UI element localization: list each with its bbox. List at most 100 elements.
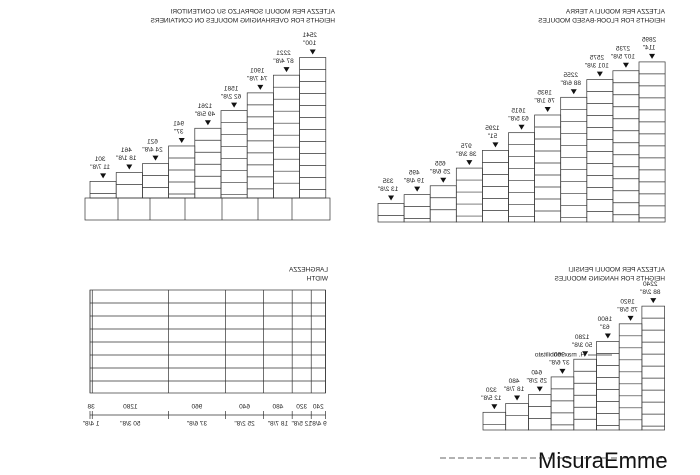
- panel-title: LARGHEZZA: [288, 267, 328, 274]
- inch-label: 25 2/8": [234, 421, 255, 428]
- width-label: 960: [191, 404, 202, 411]
- panel-title: ALTEZZA PER MODULI PENSILI: [568, 267, 665, 274]
- module: [142, 163, 169, 199]
- inch-label: 12 5/8": [291, 421, 312, 428]
- inch-label: 49 5/8": [194, 111, 215, 118]
- module: [299, 57, 327, 199]
- height-label: 2240: [643, 281, 658, 288]
- module: [115, 172, 143, 199]
- inch-label: 50 3/8": [571, 342, 592, 349]
- module: [528, 394, 552, 431]
- module: [641, 305, 665, 431]
- module: [429, 185, 457, 223]
- panel-subtitle: HEIGHTS FOR OVERHANGING MODULES ON CONTA…: [150, 18, 335, 25]
- arrow: [491, 404, 498, 410]
- module: [534, 114, 562, 223]
- module: [612, 70, 640, 223]
- arrow: [596, 71, 603, 77]
- inch-label: 12 5/8": [480, 395, 501, 402]
- height-label: 335: [382, 178, 393, 185]
- arrow: [622, 62, 629, 68]
- arrow: [414, 186, 421, 192]
- inch-label: 101 3/8": [584, 62, 609, 69]
- inch-label: 75 5/8": [617, 307, 638, 314]
- container-row: [84, 197, 331, 221]
- height-label: 320: [486, 387, 497, 394]
- arrow: [126, 164, 133, 170]
- width-label: 38: [87, 404, 95, 411]
- inch-label: 50 3/8": [119, 421, 140, 428]
- module: [455, 167, 483, 223]
- inch-label: 100": [302, 40, 316, 47]
- inch-label: 87 4/8": [273, 58, 294, 65]
- height-label: 1280: [575, 334, 590, 341]
- width-frame: [89, 289, 326, 394]
- inch-label: 38 3/8": [455, 151, 476, 158]
- panel-subtitle: HEIGHTS FOR HANGING MODULES: [554, 276, 665, 283]
- height-label: 1600: [597, 316, 612, 323]
- inch-label: 19 4/8": [403, 177, 424, 184]
- module: [273, 74, 300, 199]
- height-label: 1935: [537, 90, 552, 97]
- height-label: 2221: [276, 50, 291, 57]
- arrow: [388, 195, 395, 201]
- inch-label: 13 2/8": [377, 186, 398, 193]
- inch-label: 1 4/8": [82, 421, 99, 428]
- arrow: [231, 102, 238, 108]
- arrow: [536, 386, 543, 392]
- inch-label: 63": [599, 324, 609, 331]
- height-label: 1581: [223, 85, 238, 92]
- inch-label: 18 7/8": [267, 421, 288, 428]
- arrow: [283, 67, 290, 73]
- height-label: 1615: [511, 107, 526, 114]
- inch-label: 74 7/8": [246, 76, 267, 83]
- arrow: [178, 137, 185, 143]
- height-label: 1261: [197, 103, 212, 110]
- height-label: 2735: [615, 45, 630, 52]
- width-label: 1280: [123, 404, 138, 411]
- height-label: 480: [508, 378, 519, 385]
- inch-label: 11 7/8": [89, 164, 110, 171]
- module: [220, 110, 248, 199]
- panel-subtitle: WIDTH: [306, 276, 328, 283]
- height-label: 2575: [589, 54, 604, 61]
- inch-label: 37 6/8": [186, 421, 207, 428]
- inch-label: 63 5/8": [508, 115, 529, 122]
- inch-label: 107 5/8": [610, 53, 635, 60]
- module: [168, 145, 196, 199]
- width-label: 640: [239, 404, 250, 411]
- module: [89, 181, 117, 199]
- module: [377, 203, 405, 223]
- height-label: 1901: [250, 68, 265, 75]
- panel-title: ALTEZZA PER MODULI A TERRA: [565, 9, 665, 16]
- arrow: [100, 173, 107, 179]
- height-label: 495: [408, 169, 419, 176]
- width-label: 480: [272, 404, 283, 411]
- panel-title: ALTEZZA PER MODULI SOPRALZO SU CONTENITO…: [170, 9, 335, 16]
- module: [508, 132, 535, 223]
- arrow: [257, 84, 264, 90]
- arrow: [514, 395, 521, 401]
- module: [482, 411, 507, 431]
- height-label: 461: [120, 147, 131, 154]
- inch-label: 37 6/8": [549, 360, 570, 367]
- inch-label: 25 6/8": [429, 168, 450, 175]
- arrow: [559, 368, 566, 374]
- height-label: 655: [434, 160, 445, 167]
- arrow: [627, 315, 634, 321]
- arrow: [492, 142, 499, 148]
- inch-label: 9 4/8": [309, 421, 326, 428]
- module: [560, 96, 588, 223]
- inch-label: 25 2/8": [526, 377, 547, 384]
- panel-subtitle: HEIGHTS FOR FLOOR-BASED MODULES: [538, 18, 665, 25]
- height-label: 2895: [641, 37, 656, 44]
- inch-label: 37": [173, 129, 183, 136]
- arrow: [204, 120, 211, 126]
- height-label: 960: [554, 352, 565, 359]
- module: [550, 376, 575, 431]
- height-label: 1920: [620, 299, 635, 306]
- module: [618, 323, 643, 431]
- inch-label: 114": [642, 45, 655, 52]
- height-label: 2541: [302, 32, 317, 39]
